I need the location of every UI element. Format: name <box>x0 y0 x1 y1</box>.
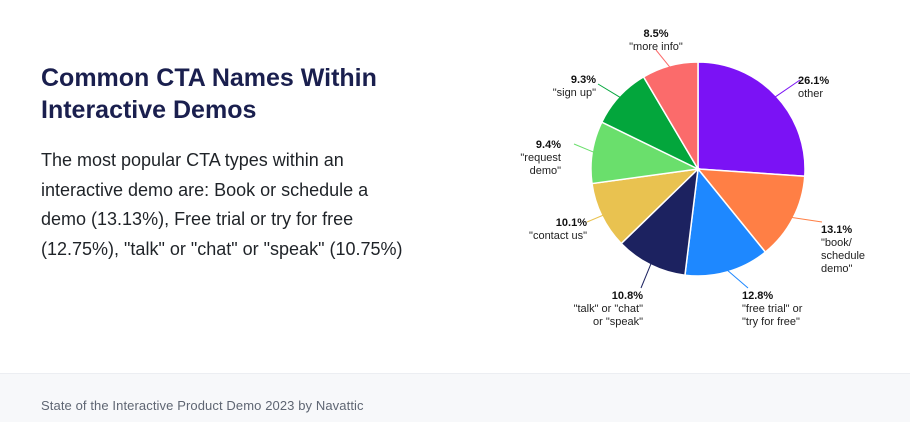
pie-slice <box>642 61 699 172</box>
slice-name-label: schedule <box>821 250 865 262</box>
pie-slice <box>696 168 806 254</box>
slice-percent-label: 10.8% <box>612 290 643 302</box>
slice-name-label: "try for free" <box>742 316 800 328</box>
pie-chart: 26.1%other13.1%"book/scheduledemo"12.8%"… <box>520 28 865 328</box>
leader-line <box>791 216 823 223</box>
slice-percent-label: 13.1% <box>821 224 852 236</box>
slice-percent-label: 9.3% <box>571 74 596 86</box>
leader-line <box>640 262 652 289</box>
slice-percent-label: 8.5% <box>643 28 668 40</box>
slice-name-label: or "speak" <box>593 316 643 328</box>
slice-name-label: demo" <box>821 263 853 275</box>
slice-percent-label: 26.1% <box>798 75 829 87</box>
pie-slice <box>697 61 806 178</box>
slice-name-label: demo" <box>530 165 562 177</box>
leader-line <box>774 79 801 98</box>
leader-line <box>573 143 595 153</box>
slice-name-label: "sign up" <box>553 87 596 99</box>
slice-percent-label: 12.8% <box>742 290 773 302</box>
slice-name-label: "book/ <box>821 237 853 249</box>
pie-slice <box>684 167 767 277</box>
slice-name-label: "request <box>520 152 561 164</box>
slice-name-label: "talk" or "chat" <box>574 303 644 315</box>
footer: State of the Interactive Product Demo 20… <box>0 373 910 422</box>
source-credit: State of the Interactive Product Demo 20… <box>41 398 364 413</box>
slice-name-label: "free trial" or <box>742 303 803 315</box>
slice-percent-label: 10.1% <box>556 217 587 229</box>
chart-description: The most popular CTA types within an int… <box>41 150 403 259</box>
leader-line <box>726 269 749 289</box>
slice-name-label: "contact us" <box>529 230 587 242</box>
leader-line <box>586 214 604 223</box>
leader-line <box>655 49 671 69</box>
page-title: Common CTA Names Within Interactive Demo… <box>41 64 377 124</box>
slice-percent-label: 9.4% <box>536 139 561 151</box>
slice-name-label: "more info" <box>629 41 683 53</box>
slice-name-label: other <box>798 88 823 100</box>
leader-line <box>597 83 622 99</box>
